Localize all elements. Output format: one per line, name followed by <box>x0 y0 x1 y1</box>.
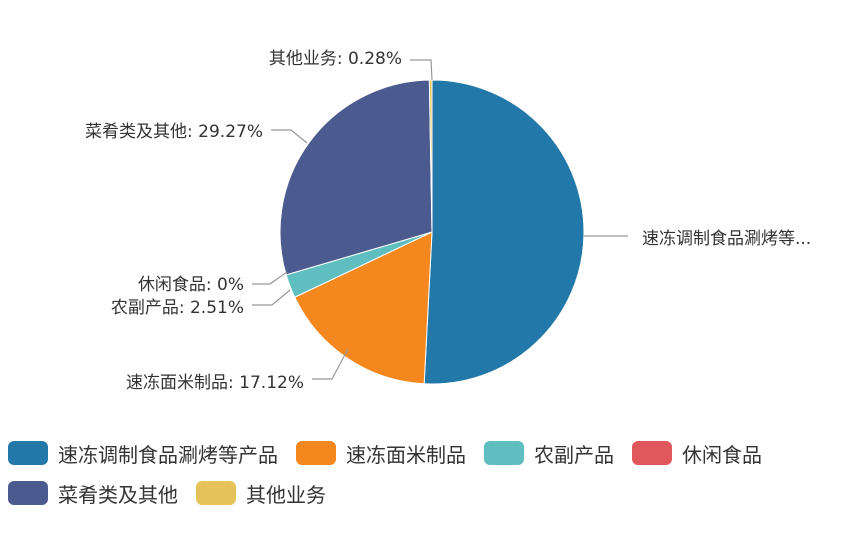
pie-chart: 速冻调制食品涮烤等... 速冻面米制品: 17.12% 农副产品: 2.51% 休闲食… <box>85 49 811 393</box>
legend-swatch <box>296 441 336 465</box>
legend-swatch <box>8 441 48 465</box>
legend-swatch <box>196 481 236 505</box>
leader-line-4 <box>252 271 288 285</box>
pie-slice-1 <box>423 79 585 385</box>
legend-swatch <box>484 441 524 465</box>
chart-legend: 速冻调制食品涮烤等产品 速冻面米制品 农副产品 休闲食品菜肴类及其他 其他业务 <box>8 440 858 507</box>
leader-line-3 <box>252 289 291 306</box>
leader-line-6 <box>410 59 433 81</box>
slice-label-6: 其他业务: 0.28% <box>269 49 402 69</box>
legend-label: 农副产品 <box>534 442 614 467</box>
slice-label-4: 休闲食品: 0% <box>138 275 244 295</box>
legend-item-5[interactable]: 菜肴类及其他 <box>8 480 178 507</box>
pie-slice-2 <box>294 231 433 385</box>
legend-swatch <box>632 441 672 465</box>
leader-line-5 <box>271 129 308 144</box>
legend-item-4[interactable]: 休闲食品 <box>632 440 762 467</box>
leader-line-2 <box>312 348 349 380</box>
legend-item-3[interactable]: 农副产品 <box>484 440 614 467</box>
legend-label: 速冻面米制品 <box>346 442 466 467</box>
legend-label: 菜肴类及其他 <box>58 482 178 507</box>
slice-label-1: 速冻调制食品涮烤等... <box>642 229 811 249</box>
slice-label-3: 农副产品: 2.51% <box>111 298 244 318</box>
legend-item-1[interactable]: 速冻调制食品涮烤等产品 <box>8 440 278 467</box>
legend-label: 速冻调制食品涮烤等产品 <box>58 442 278 467</box>
slice-label-5: 菜肴类及其他: 29.27% <box>85 122 263 142</box>
slice-label-2: 速冻面米制品: 17.12% <box>126 373 304 393</box>
legend-label: 休闲食品 <box>682 442 762 467</box>
slice-labels: 速冻调制食品涮烤等... 速冻面米制品: 17.12% 农副产品: 2.51% 休闲食… <box>85 49 811 393</box>
pie-slices <box>279 79 585 385</box>
legend-item-6[interactable]: 其他业务 <box>196 480 326 507</box>
legend-swatch <box>8 481 48 505</box>
label-leader-lines <box>252 59 628 380</box>
pie-slice-5 <box>279 79 433 276</box>
legend-item-2[interactable]: 速冻面米制品 <box>296 440 466 467</box>
legend-label: 其他业务 <box>246 482 326 507</box>
